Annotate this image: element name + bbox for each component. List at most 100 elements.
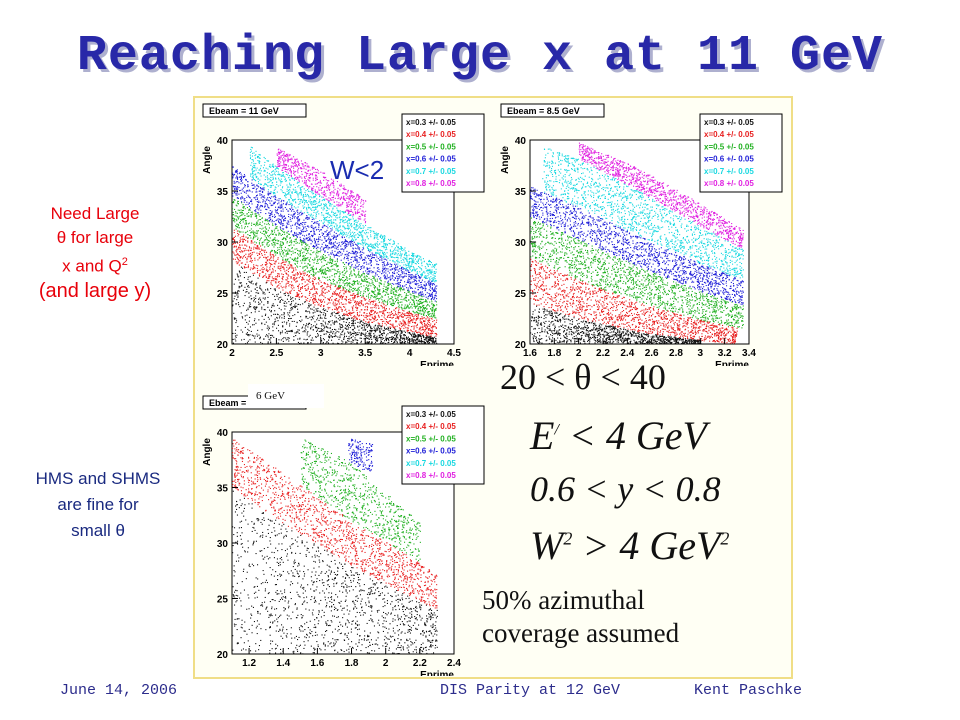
data-point (272, 335, 274, 337)
data-point (303, 239, 305, 241)
data-point (417, 299, 419, 301)
data-point (319, 251, 321, 253)
data-point (388, 340, 390, 342)
data-point (376, 260, 378, 262)
data-point (394, 337, 396, 339)
data-point (379, 288, 381, 290)
data-point (360, 302, 362, 304)
data-point (312, 312, 314, 314)
data-point (394, 341, 396, 343)
data-point (278, 220, 280, 222)
data-point (338, 338, 340, 340)
data-point (247, 286, 249, 288)
data-point (432, 306, 434, 308)
data-point (343, 280, 345, 282)
data-point (297, 216, 299, 218)
data-point (263, 241, 265, 243)
data-point (305, 230, 307, 232)
data-point (233, 243, 235, 245)
data-point (368, 324, 370, 326)
data-point (402, 276, 404, 278)
data-point (254, 307, 256, 309)
data-point (263, 200, 265, 202)
data-point (280, 243, 282, 245)
data-point (293, 339, 295, 341)
data-point (357, 326, 359, 328)
data-point (299, 265, 301, 267)
data-point (429, 337, 431, 339)
data-point (235, 188, 237, 190)
data-point (278, 284, 280, 286)
data-point (435, 288, 437, 290)
data-point (294, 267, 296, 269)
data-point (379, 343, 381, 344)
data-point (422, 293, 424, 295)
data-point (400, 335, 402, 337)
data-point (316, 292, 318, 294)
data-point (319, 295, 321, 297)
data-point (265, 208, 267, 210)
data-point (267, 288, 269, 290)
data-point (425, 299, 427, 301)
data-point (271, 250, 273, 252)
data-point (280, 223, 282, 225)
data-point (277, 257, 279, 259)
data-point (423, 336, 425, 338)
data-point (363, 290, 365, 292)
data-point (249, 306, 251, 308)
data-point (343, 286, 345, 288)
data-point (412, 343, 414, 344)
data-point (285, 238, 287, 240)
data-point (304, 285, 306, 287)
data-point (385, 321, 387, 323)
data-point (415, 340, 417, 342)
data-point (317, 327, 319, 329)
data-point (314, 301, 316, 303)
data-point (286, 253, 288, 255)
data-point (237, 258, 239, 260)
data-point (382, 290, 384, 292)
data-point (370, 336, 372, 338)
data-point (350, 271, 352, 273)
data-point (299, 337, 301, 339)
data-point (250, 267, 252, 269)
data-point (337, 309, 339, 311)
data-point (370, 278, 372, 280)
data-point (340, 278, 342, 280)
data-point (353, 266, 355, 268)
data-point (235, 186, 237, 188)
data-point (330, 330, 332, 332)
data-point (278, 234, 280, 236)
data-point (283, 321, 285, 323)
data-point (371, 291, 373, 293)
data-point (247, 241, 249, 243)
data-point (235, 254, 237, 256)
data-point (318, 243, 320, 245)
data-point (319, 280, 321, 282)
data-point (420, 335, 422, 337)
data-point (412, 295, 414, 297)
data-point (380, 336, 382, 338)
data-point (282, 203, 284, 205)
data-point (416, 277, 418, 279)
data-point (374, 311, 376, 313)
data-point (333, 263, 335, 265)
data-point (257, 277, 259, 279)
data-point (383, 313, 385, 315)
data-point (390, 316, 392, 318)
data-point (333, 279, 335, 281)
data-point (274, 214, 276, 216)
data-point (256, 248, 258, 250)
data-point (396, 325, 398, 327)
data-point (294, 260, 296, 262)
data-point (357, 334, 359, 336)
data-point (411, 337, 413, 339)
data-point (338, 343, 340, 344)
data-point (243, 234, 245, 236)
side-note-line: Need Large (50, 204, 140, 223)
data-point (272, 323, 274, 325)
data-point (267, 245, 269, 247)
data-point (360, 332, 362, 334)
data-point (256, 290, 258, 292)
data-point (338, 255, 340, 257)
